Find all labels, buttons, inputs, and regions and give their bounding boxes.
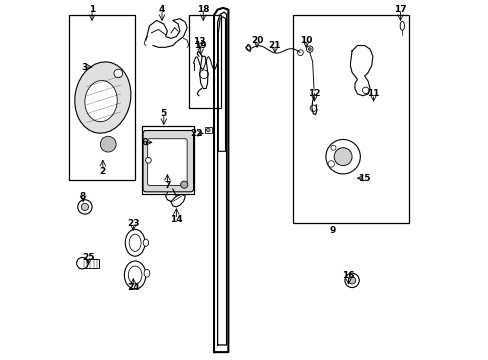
Text: 8: 8 <box>80 192 86 201</box>
Bar <box>204 127 211 134</box>
Text: 13: 13 <box>193 37 205 46</box>
Circle shape <box>77 257 88 269</box>
Text: 7: 7 <box>164 181 170 190</box>
Text: 19: 19 <box>194 41 206 50</box>
Circle shape <box>199 70 208 78</box>
Ellipse shape <box>399 21 404 30</box>
Circle shape <box>308 48 310 50</box>
Circle shape <box>333 148 351 166</box>
Text: 17: 17 <box>393 5 406 14</box>
Text: 24: 24 <box>127 283 140 292</box>
Circle shape <box>245 46 250 50</box>
Ellipse shape <box>128 266 142 284</box>
Text: 10: 10 <box>299 36 312 45</box>
Text: 14: 14 <box>170 215 183 224</box>
Text: 20: 20 <box>250 36 263 45</box>
Ellipse shape <box>124 261 145 289</box>
Circle shape <box>306 46 312 52</box>
Ellipse shape <box>85 81 117 122</box>
Text: 4: 4 <box>159 5 165 14</box>
Circle shape <box>348 277 355 284</box>
Text: 18: 18 <box>197 5 209 14</box>
Text: 6: 6 <box>142 138 148 147</box>
Text: 25: 25 <box>82 253 95 262</box>
Circle shape <box>78 200 92 214</box>
Bar <box>79 259 99 268</box>
Bar <box>188 15 221 108</box>
Circle shape <box>206 129 210 132</box>
Ellipse shape <box>144 269 149 277</box>
Text: 22: 22 <box>189 129 202 138</box>
Text: 23: 23 <box>127 219 139 228</box>
Text: 16: 16 <box>342 270 354 279</box>
Circle shape <box>325 139 360 174</box>
Circle shape <box>330 145 335 150</box>
Text: 15: 15 <box>358 174 370 183</box>
Bar <box>142 126 194 194</box>
Text: 1: 1 <box>89 5 95 14</box>
FancyBboxPatch shape <box>147 139 187 185</box>
Text: 21: 21 <box>268 41 281 50</box>
Text: 9: 9 <box>328 226 335 235</box>
Circle shape <box>145 157 151 163</box>
Text: 11: 11 <box>366 89 379 98</box>
Text: 12: 12 <box>307 89 320 98</box>
Circle shape <box>100 136 116 152</box>
Bar <box>69 15 135 180</box>
Circle shape <box>309 105 316 112</box>
Bar <box>292 15 408 223</box>
Circle shape <box>81 203 88 211</box>
Circle shape <box>114 69 122 78</box>
Ellipse shape <box>129 234 141 251</box>
Circle shape <box>362 87 368 94</box>
Circle shape <box>327 161 334 167</box>
Text: 2: 2 <box>100 167 106 176</box>
FancyBboxPatch shape <box>142 131 193 192</box>
Circle shape <box>180 181 187 188</box>
Ellipse shape <box>75 62 131 133</box>
Circle shape <box>344 273 359 288</box>
Circle shape <box>297 50 303 55</box>
Text: 5: 5 <box>161 109 166 118</box>
Ellipse shape <box>143 239 148 246</box>
Ellipse shape <box>125 229 144 256</box>
Text: 3: 3 <box>81 63 88 72</box>
